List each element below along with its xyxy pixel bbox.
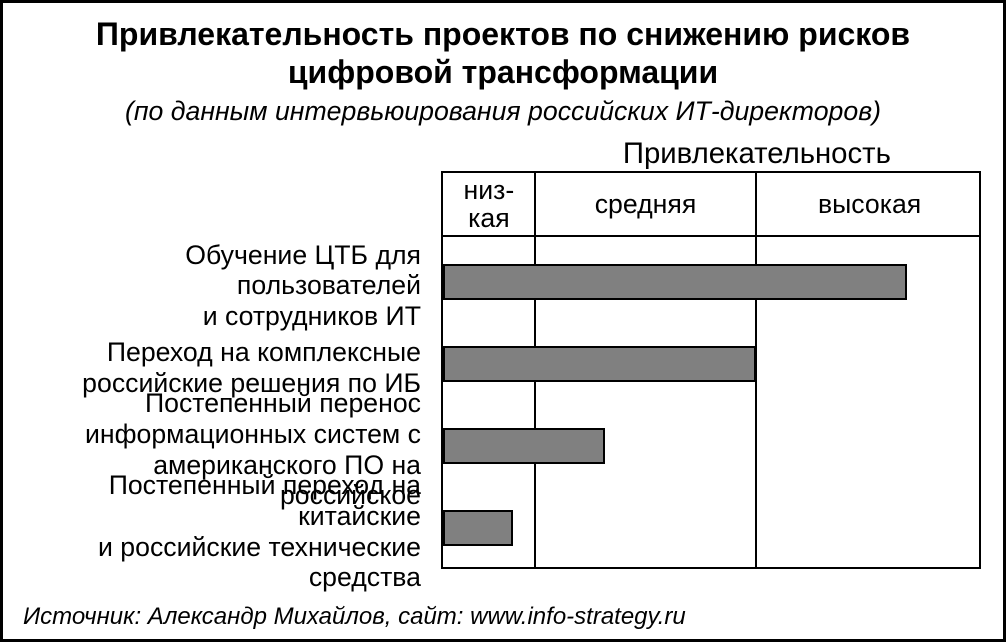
plot-row: Обучение ЦТБ для пользователей и сотрудн…: [23, 171, 983, 569]
y-axis-label: Обучение ЦТБ для пользователей и сотрудн…: [23, 245, 431, 327]
bar: [443, 510, 513, 546]
source-line: Источник: Александр Михайлов, сайт: www.…: [23, 603, 686, 631]
chart-area: Привлекательность Обучение ЦТБ для польз…: [23, 137, 983, 569]
plot-area: низ- каясредняявысокая: [441, 171, 981, 569]
title-line-2: цифровой трансформации: [288, 54, 718, 90]
zone-label-low: низ- кая: [443, 175, 535, 233]
chart-title: Привлекательность проектов по снижению р…: [23, 15, 983, 92]
chart-frame: Привлекательность проектов по снижению р…: [0, 0, 1006, 642]
y-labels-column: Обучение ЦТБ для пользователей и сотрудн…: [23, 171, 441, 569]
bar: [443, 346, 756, 382]
zone-label-high: высокая: [756, 175, 983, 233]
title-line-1: Привлекательность проектов по снижению р…: [96, 16, 910, 52]
chart-subtitle: (по данным интервьюирования российских И…: [23, 96, 983, 127]
y-axis-label: Постепенный переход на китайские и росси…: [23, 491, 431, 573]
bar: [443, 264, 907, 300]
axis-title: Привлекательность: [533, 137, 981, 171]
zone-label-mid: средняя: [535, 175, 756, 233]
bar: [443, 428, 605, 464]
axis-title-row: Привлекательность: [23, 137, 983, 171]
